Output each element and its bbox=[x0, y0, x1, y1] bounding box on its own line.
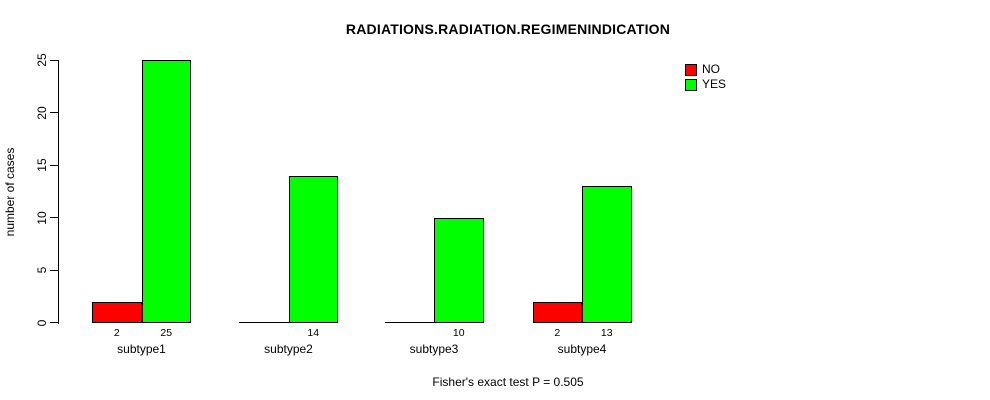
bar-value-label: 2 bbox=[113, 327, 120, 339]
bar-value-label: 13 bbox=[600, 327, 613, 339]
bar-no-subtype1 bbox=[92, 301, 142, 323]
y-tick-label: 10 bbox=[35, 210, 49, 225]
legend-item: NO bbox=[685, 63, 726, 76]
bar-yes-subtype4 bbox=[582, 186, 632, 323]
bar-yes-subtype3 bbox=[434, 217, 484, 323]
legend-label: YES bbox=[702, 77, 727, 91]
x-category-label: subtype4 bbox=[557, 342, 607, 356]
y-tick-label: 15 bbox=[35, 158, 49, 172]
bar-value-label: 14 bbox=[307, 327, 320, 339]
legend-swatch-no bbox=[685, 63, 697, 76]
y-tick bbox=[50, 322, 58, 323]
y-tick-label: 0 bbox=[35, 319, 49, 326]
bar-no-subtype4 bbox=[532, 301, 582, 323]
x-category-label: subtype2 bbox=[264, 342, 313, 356]
bar-yes-subtype1 bbox=[141, 60, 191, 323]
legend-swatch-yes bbox=[685, 78, 697, 91]
bar-yes-subtype2 bbox=[288, 175, 338, 323]
bar-zero-no-subtype3 bbox=[384, 321, 434, 323]
y-axis-line bbox=[58, 60, 59, 324]
legend: NO YES bbox=[685, 63, 726, 91]
bar-value-label: 2 bbox=[554, 327, 561, 339]
y-tick bbox=[50, 112, 58, 113]
y-tick bbox=[50, 269, 58, 271]
legend-item: YES bbox=[685, 78, 726, 91]
bar-value-label: 25 bbox=[160, 327, 173, 339]
x-category-label: subtype1 bbox=[117, 342, 166, 356]
legend-label: NO bbox=[702, 62, 720, 76]
x-category-label: subtype3 bbox=[409, 342, 459, 356]
y-tick-label: 25 bbox=[35, 53, 49, 67]
y-tick bbox=[50, 164, 58, 166]
footnote: Fisher's exact test P = 0.505 bbox=[432, 375, 584, 389]
bar-value-label: 10 bbox=[452, 327, 465, 339]
y-tick-label: 20 bbox=[35, 105, 49, 120]
y-tick bbox=[50, 59, 58, 61]
y-tick bbox=[50, 217, 58, 218]
bar-zero-no-subtype2 bbox=[239, 321, 289, 323]
y-tick-label: 5 bbox=[35, 266, 49, 274]
chart-title: RADIATIONS.RADIATION.REGIMENINDICATION bbox=[345, 21, 671, 37]
